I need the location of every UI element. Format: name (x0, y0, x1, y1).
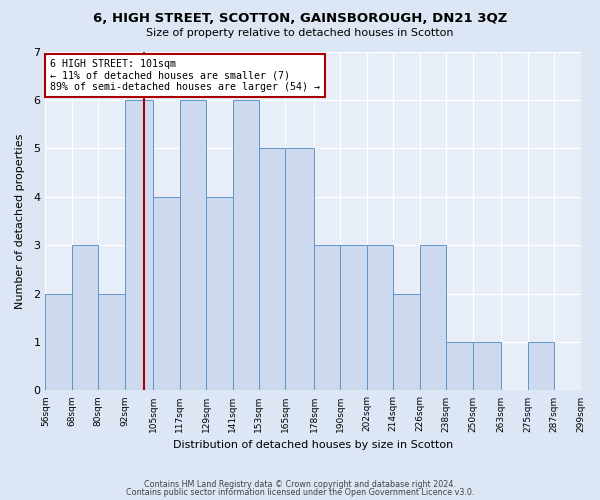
Text: Contains HM Land Registry data © Crown copyright and database right 2024.: Contains HM Land Registry data © Crown c… (144, 480, 456, 489)
Text: Contains public sector information licensed under the Open Government Licence v3: Contains public sector information licen… (126, 488, 474, 497)
Bar (179, 100, 206, 390)
Bar (286, 148, 314, 390)
Bar (98, 294, 125, 390)
Bar (340, 245, 367, 390)
Text: Size of property relative to detached houses in Scotton: Size of property relative to detached ho… (146, 28, 454, 38)
Text: 6, HIGH STREET, SCOTTON, GAINSBOROUGH, DN21 3QZ: 6, HIGH STREET, SCOTTON, GAINSBOROUGH, D… (93, 12, 507, 26)
Bar (125, 100, 153, 390)
Bar (153, 197, 179, 390)
Bar (473, 342, 501, 390)
Y-axis label: Number of detached properties: Number of detached properties (15, 134, 25, 308)
Bar (420, 245, 446, 390)
Bar (446, 342, 473, 390)
Bar (72, 245, 98, 390)
Bar (314, 245, 340, 390)
Bar (206, 197, 233, 390)
Bar (233, 100, 259, 390)
Bar (46, 294, 72, 390)
X-axis label: Distribution of detached houses by size in Scotton: Distribution of detached houses by size … (173, 440, 453, 450)
Bar (393, 294, 420, 390)
Bar (527, 342, 554, 390)
Bar (259, 148, 286, 390)
Text: 6 HIGH STREET: 101sqm
← 11% of detached houses are smaller (7)
89% of semi-detac: 6 HIGH STREET: 101sqm ← 11% of detached … (50, 59, 320, 92)
Bar (367, 245, 393, 390)
